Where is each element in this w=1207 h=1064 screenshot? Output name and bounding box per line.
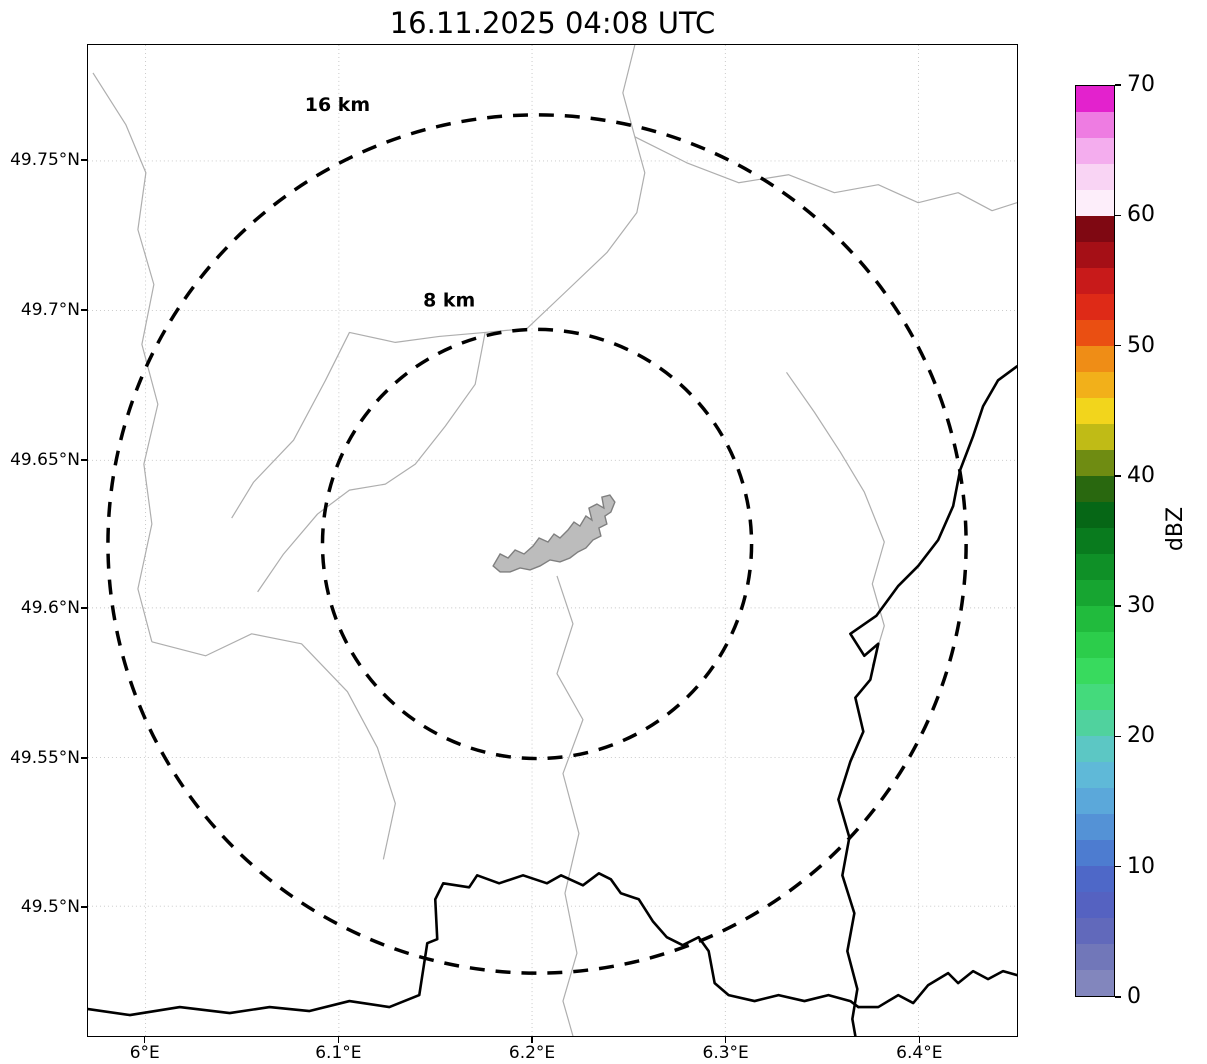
colorbar-segment — [1076, 293, 1114, 320]
colorbar-segment — [1076, 709, 1114, 736]
colorbar-segment — [1076, 267, 1114, 294]
colorbar-segment — [1076, 189, 1114, 216]
y-tick-label: 49.5°N — [20, 896, 80, 917]
river-line — [151, 633, 396, 860]
colorbar-segment — [1076, 787, 1114, 814]
colorbar-tick-label: 50 — [1127, 332, 1155, 358]
river-line — [786, 371, 885, 666]
colorbar-segment — [1076, 943, 1114, 971]
colorbar-tick-label: 0 — [1127, 984, 1141, 1009]
colorbar-segment — [1076, 137, 1114, 164]
country-border-line — [857, 969, 1017, 1009]
colorbar-tick-mark — [1115, 735, 1121, 738]
colorbar-segment — [1076, 215, 1114, 242]
range-ring-8km — [320, 327, 754, 761]
colorbar-segment — [1076, 969, 1114, 996]
colorbar-segment — [1076, 579, 1114, 606]
x-tick-label: 6.3°E — [702, 1043, 749, 1063]
colorbar-tick-mark — [1115, 214, 1121, 217]
colorbar-segment — [1076, 345, 1114, 373]
y-tick-mark — [81, 459, 87, 461]
colorbar-tick-label: 70 — [1127, 72, 1155, 97]
country-border-lines — [88, 365, 1017, 1036]
x-tick-label: 6.2°E — [508, 1043, 556, 1063]
colorbar-tick-label: 20 — [1127, 723, 1155, 749]
colorbar-segment — [1076, 111, 1114, 138]
urban-area-polygon — [492, 494, 616, 573]
colorbar-segment — [1076, 501, 1114, 528]
colorbar-segment — [1076, 813, 1114, 841]
colorbar-segment — [1076, 761, 1114, 788]
colorbar-segment — [1076, 839, 1114, 866]
country-border-line — [837, 365, 1017, 1036]
figure-title: 16.11.2025 04:08 UTC — [389, 6, 716, 40]
x-tick-label: 6°E — [129, 1043, 160, 1063]
colorbar-segment — [1076, 657, 1114, 685]
x-tick-mark — [143, 1037, 146, 1043]
colorbar-tick-label: 60 — [1127, 202, 1155, 228]
colorbar — [1075, 85, 1115, 997]
colorbar-segment — [1076, 891, 1114, 919]
range-ring-16km — [106, 113, 968, 975]
colorbar-segment — [1076, 527, 1114, 554]
colorbar-segment — [1076, 371, 1114, 398]
colorbar-segments — [1076, 86, 1114, 996]
gridlines — [88, 45, 1017, 1036]
map-axes: 16 km 8 km — [87, 44, 1018, 1037]
colorbar-segment — [1076, 631, 1114, 658]
colorbar-tick-mark — [1115, 344, 1121, 347]
colorbar-segment — [1076, 319, 1114, 346]
y-tick-mark — [81, 159, 87, 161]
colorbar-axis-label: dBZ — [1163, 506, 1188, 552]
colorbar-segment — [1076, 605, 1114, 632]
river-line — [92, 72, 159, 642]
colorbar-segment — [1076, 683, 1114, 710]
river-lines — [92, 45, 1017, 1036]
y-tick-mark — [81, 309, 87, 311]
y-tick-label: 49.7°N — [20, 300, 80, 321]
colorbar-segment — [1076, 865, 1114, 892]
range-ring-label: 16 km — [305, 94, 370, 116]
country-border-line — [88, 872, 860, 1017]
map-canvas: 16 km 8 km — [88, 45, 1017, 1036]
y-tick-mark — [81, 757, 87, 759]
colorbar-tick-label: 30 — [1127, 593, 1155, 619]
colorbar-segment — [1076, 735, 1114, 762]
colorbar-tick-mark — [1115, 475, 1121, 477]
colorbar-segment — [1076, 423, 1114, 450]
y-tick-label: 49.55°N — [10, 747, 80, 768]
colorbar-tick-mark — [1115, 996, 1121, 998]
colorbar-segment — [1076, 86, 1114, 112]
river-line — [231, 45, 646, 519]
y-tick-label: 49.6°N — [20, 598, 80, 619]
colorbar-tick-label: 40 — [1127, 462, 1155, 488]
y-tick-mark — [81, 906, 87, 908]
y-tick-label: 49.75°N — [10, 150, 80, 171]
colorbar-segment — [1076, 475, 1114, 502]
colorbar-tick-label: 10 — [1127, 853, 1155, 879]
river-line — [257, 332, 486, 593]
x-tick-mark — [918, 1037, 921, 1043]
range-ring-label: 8 km — [423, 289, 475, 311]
river-line — [556, 575, 584, 1036]
colorbar-segment — [1076, 241, 1114, 268]
x-tick-mark — [724, 1037, 727, 1043]
colorbar-segment — [1076, 553, 1114, 580]
x-tick-mark — [337, 1037, 340, 1043]
x-tick-label: 6.1°E — [315, 1043, 362, 1063]
y-tick-label: 49.65°N — [10, 450, 80, 471]
colorbar-segment — [1076, 917, 1114, 944]
colorbar-segment — [1076, 449, 1114, 476]
x-tick-mark — [531, 1037, 533, 1043]
x-tick-label: 6.4°E — [896, 1043, 943, 1063]
colorbar-tick-mark — [1115, 605, 1121, 607]
colorbar-tick-mark — [1115, 84, 1121, 86]
y-tick-mark — [81, 607, 87, 609]
river-line — [634, 136, 1017, 212]
colorbar-segment — [1076, 163, 1114, 190]
colorbar-tick-mark — [1115, 865, 1121, 868]
colorbar-segment — [1076, 397, 1114, 424]
